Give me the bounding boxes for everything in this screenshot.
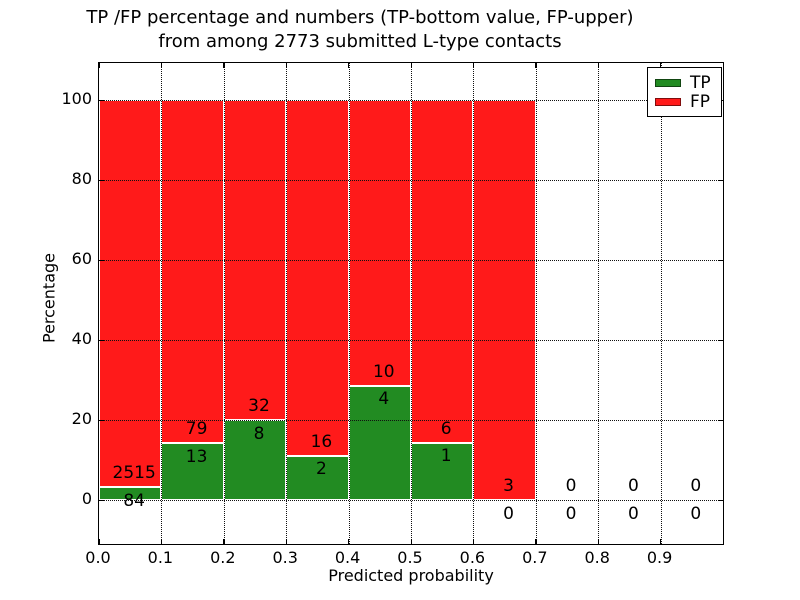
- chart-title-line1: TP /FP percentage and numbers (TP-bottom…: [86, 7, 634, 28]
- plot-area: 2515 84 79 13 32 8 16 2 10 4 6 1 3 0 0 0 0 0 0 0 TP FP: [98, 62, 724, 545]
- bar-count-label-fp: 16: [310, 431, 333, 452]
- y-tick-label: 0: [81, 489, 92, 508]
- legend-swatch-fp-icon: [655, 97, 681, 106]
- bar-count-label-fp: 79: [185, 419, 208, 440]
- bar-fp: [286, 100, 349, 456]
- legend-entry-fp: FP: [655, 92, 721, 111]
- chart-title-line2: from among 2773 submitted L-type contact…: [158, 31, 562, 52]
- x-tick-label: 0.3: [272, 548, 298, 567]
- x-tick-label: 0.6: [459, 548, 486, 567]
- bar-count-label-tp: 0: [565, 503, 577, 524]
- bar-labels-layer: 2515 84 79 13 32 8 16 2 10 4 6 1 3 0 0 0 0 0 0 0: [99, 63, 723, 544]
- bar-count-label-tp: 84: [123, 490, 146, 511]
- x-tick-mark-top: [98, 63, 100, 68]
- x-tick-label: 0.5: [397, 548, 423, 567]
- bar-count-label-tp: 1: [440, 446, 452, 467]
- x-tick-label: 0.0: [85, 548, 111, 567]
- bar-tp: [161, 443, 224, 500]
- bar-tp: [411, 442, 474, 500]
- bar-count-label-tp: 8: [253, 423, 265, 444]
- bar-count-label-fp: 10: [372, 361, 395, 382]
- bar-tp: [99, 487, 162, 500]
- legend-swatch-tp-icon: [655, 78, 681, 87]
- bar-fp: [161, 100, 224, 444]
- bar-tp: [348, 385, 411, 500]
- bar-count-label-fp: 0: [690, 476, 702, 496]
- y-tick-label: 100: [61, 89, 92, 108]
- bar-count-label-tp: 0: [627, 503, 639, 524]
- bar-count-label-tp: 13: [185, 446, 208, 467]
- bar-count-label-fp: 2515: [112, 463, 156, 484]
- y-tick-label: 80: [71, 169, 92, 188]
- x-axis-label: Predicted probability: [328, 566, 494, 585]
- legend: TP FP: [647, 67, 722, 117]
- x-tick-label: 0.4: [334, 548, 361, 567]
- legend-label-fp: FP: [690, 91, 711, 112]
- bar-count-label-tp: 0: [690, 503, 702, 524]
- bar-fp: [348, 100, 411, 386]
- legend-label-tp: TP: [690, 72, 711, 93]
- bar-count-label-tp: 4: [378, 389, 390, 410]
- x-tick-label: 0.2: [210, 548, 236, 567]
- bar-count-label-fp: 3: [503, 476, 515, 496]
- y-tick-label: 60: [71, 249, 92, 268]
- bar-fp: [99, 100, 162, 488]
- y-tick-label: 40: [71, 329, 92, 348]
- bar-fp: [473, 100, 536, 500]
- x-tick-label: 0.1: [147, 548, 174, 567]
- bar-count-label-fp: 0: [565, 476, 577, 496]
- y-tick-label: 20: [71, 409, 92, 428]
- bar-count-label-fp: 6: [440, 418, 452, 439]
- bar-count-label-tp: 0: [503, 503, 515, 524]
- bar-count-label-tp: 2: [315, 459, 327, 480]
- x-tick-label: 0.9: [646, 548, 673, 567]
- x-tick-mark-bottom: [98, 539, 100, 544]
- legend-entry-tp: TP: [655, 73, 721, 92]
- bar-count-label-fp: 0: [627, 476, 639, 496]
- x-tick-label: 0.8: [584, 548, 610, 567]
- x-tick-label: 0.7: [522, 548, 548, 567]
- bar-count-label-fp: 32: [248, 396, 270, 416]
